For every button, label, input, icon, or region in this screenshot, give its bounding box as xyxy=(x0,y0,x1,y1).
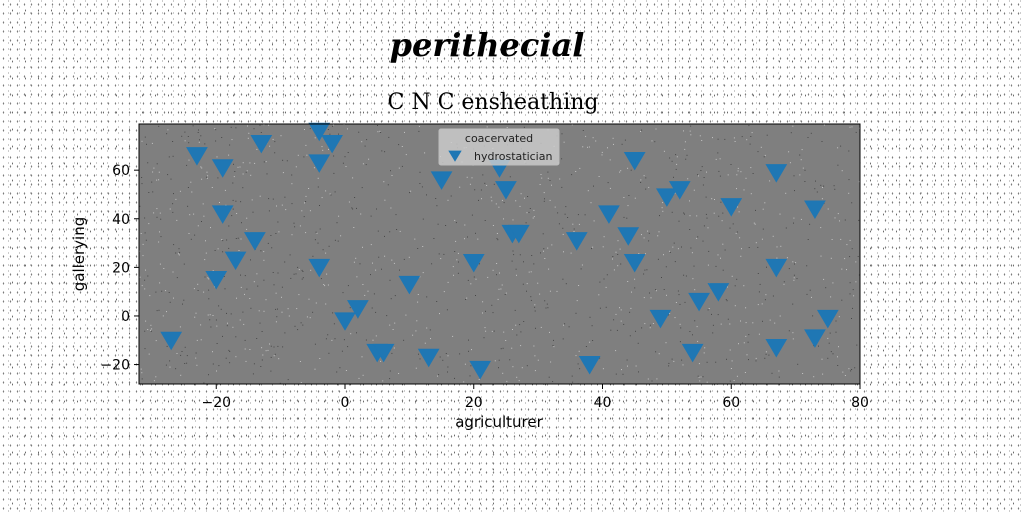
scatter-point xyxy=(186,147,208,166)
legend-marker xyxy=(448,150,462,162)
scatter-point xyxy=(462,254,485,273)
x-tick-label: 0 xyxy=(341,395,350,411)
legend-title: coacervated xyxy=(465,132,533,145)
scatter-point xyxy=(244,232,266,251)
x-tick-label: −20 xyxy=(201,395,231,411)
scatter-point xyxy=(398,275,421,295)
scatter-point xyxy=(617,227,640,246)
scatter-point xyxy=(765,164,788,183)
scatter-point xyxy=(507,224,530,244)
scatter-point xyxy=(649,309,672,329)
scatter-point xyxy=(469,360,492,380)
legend-entry-label: hydrostatician xyxy=(474,150,552,163)
x-tick-label: 20 xyxy=(465,395,483,411)
scatter-point xyxy=(321,134,343,154)
scatter-point xyxy=(308,154,331,173)
scatter-point xyxy=(495,181,517,200)
scatter-point xyxy=(720,198,743,217)
chart-title: C N C ensheathing xyxy=(388,90,599,115)
scatter-point xyxy=(308,122,331,142)
scatter-point xyxy=(211,159,234,178)
scatter-point xyxy=(160,331,183,351)
scatter-point xyxy=(681,343,704,363)
y-tick-label: 60 xyxy=(112,163,130,179)
scatter-point xyxy=(347,300,369,319)
x-axis: −20 0 20 40 60 80 xyxy=(201,384,869,411)
scatter-point xyxy=(804,329,826,348)
plot-area xyxy=(138,122,861,385)
data-markers xyxy=(160,122,839,380)
legend-box xyxy=(438,128,560,166)
y-tick-label: 0 xyxy=(121,309,130,325)
scatter-point xyxy=(334,312,356,331)
scatter-point xyxy=(765,258,788,278)
y-axis-label: gallerying xyxy=(70,217,88,292)
plot-frame xyxy=(138,123,861,385)
scatter-point xyxy=(417,348,440,368)
scatter-point xyxy=(623,254,646,273)
x-tick-label: 80 xyxy=(851,395,869,411)
x-tick-label: 60 xyxy=(722,395,740,411)
y-tick-label: −20 xyxy=(100,358,130,374)
scatter-point xyxy=(804,200,826,220)
legend: coacervated hydrostatician xyxy=(438,128,560,166)
scatter-point xyxy=(224,251,247,271)
scatter-point xyxy=(656,188,678,207)
scatter-point xyxy=(565,232,588,251)
scatter-point xyxy=(816,309,839,329)
scatter-point xyxy=(598,205,620,224)
y-axis: −20 0 20 40 60 xyxy=(100,163,139,374)
scatter-point xyxy=(308,258,331,278)
y-tick-label: 20 xyxy=(112,260,130,276)
x-tick-label: 40 xyxy=(594,395,612,411)
scatter-point xyxy=(211,205,234,224)
scatter-point xyxy=(250,134,273,154)
x-axis-label: agriculturer xyxy=(455,413,543,431)
y-tick-label: 40 xyxy=(112,212,130,228)
plot-noise xyxy=(139,124,861,385)
scatter-point xyxy=(688,292,710,312)
scatter-point xyxy=(205,271,228,290)
scatter-point xyxy=(578,356,601,375)
scatter-point xyxy=(707,283,730,302)
scatter-point xyxy=(623,151,646,171)
scatter-point xyxy=(430,171,453,190)
figure-suptitle: perithecial xyxy=(390,26,585,64)
scatter-point xyxy=(372,343,395,363)
scatter-point xyxy=(765,339,788,358)
scatter-point xyxy=(668,181,691,200)
